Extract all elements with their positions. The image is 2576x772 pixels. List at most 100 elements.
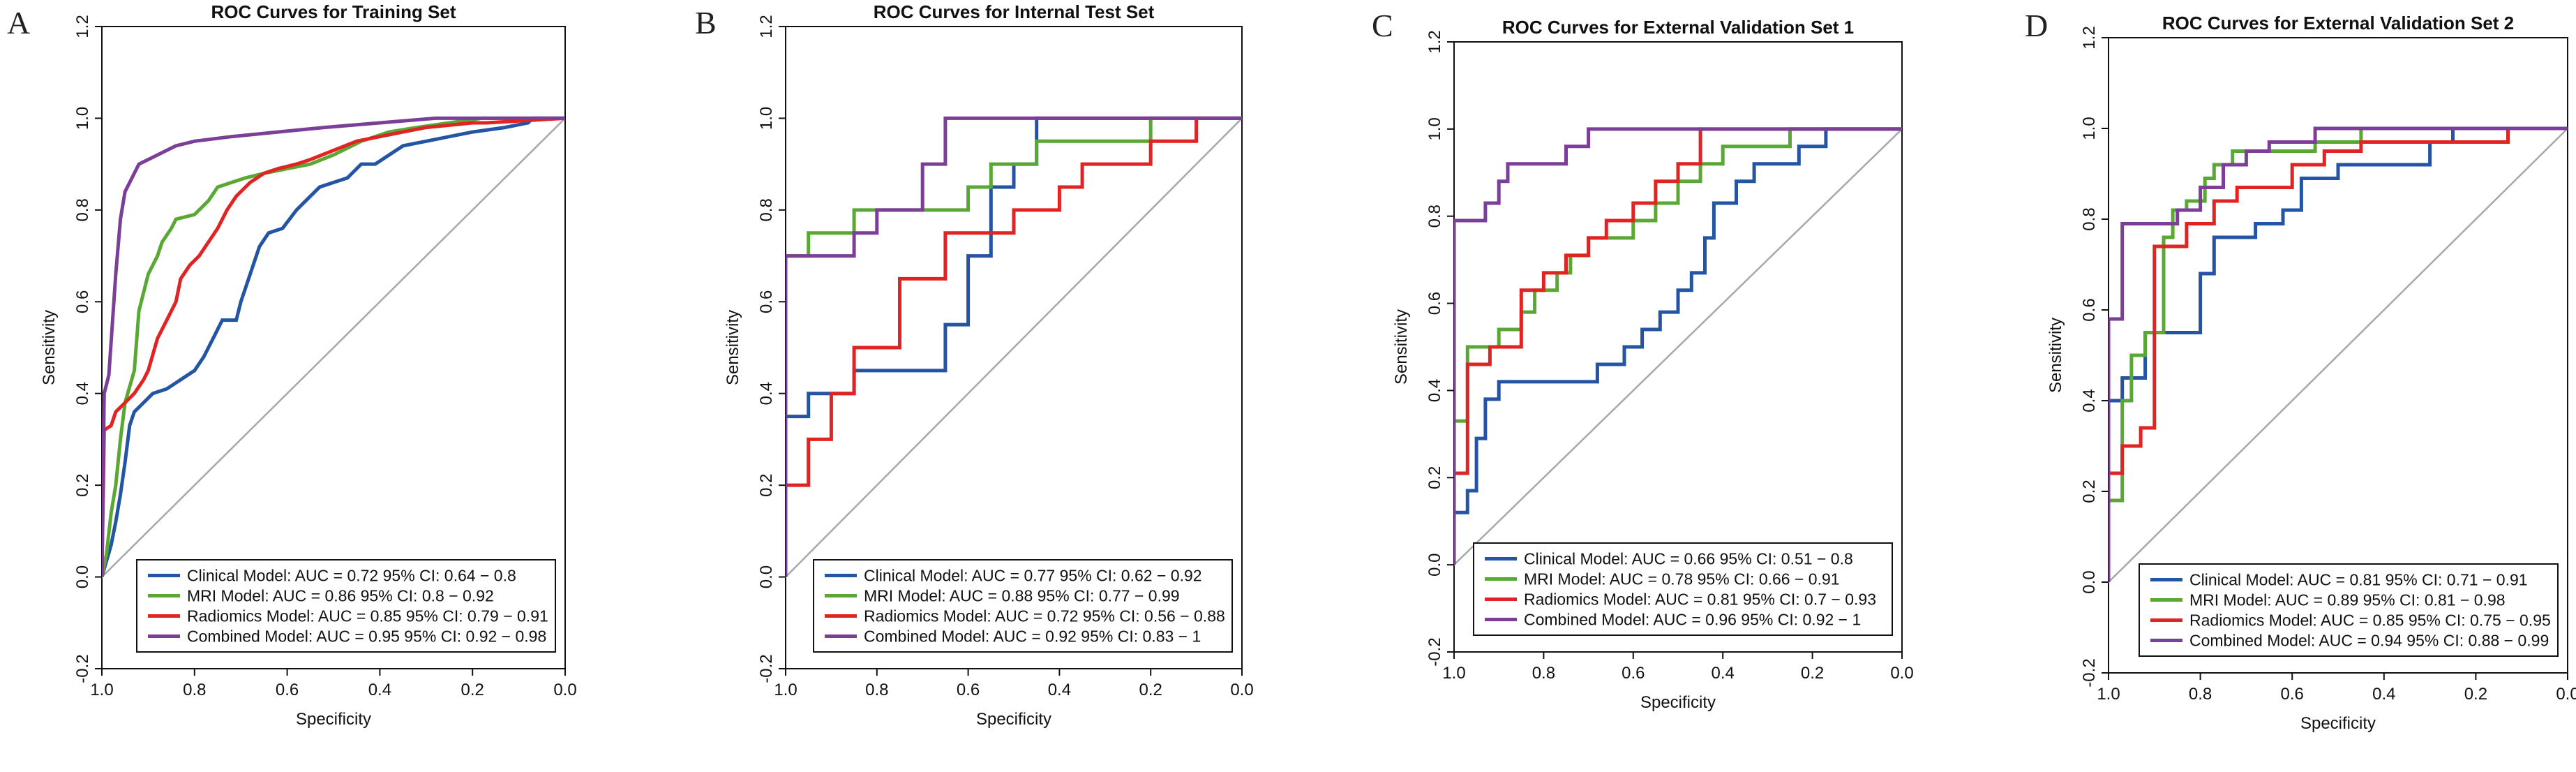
x-tick-label: 0.2 [1801, 664, 1824, 683]
legend-entry: Clinical Model: AUC = 0.77 95% CI: 0.62 … [864, 567, 1202, 585]
x-tick-label: 1.0 [90, 681, 113, 699]
panel-letter: D [2025, 8, 2048, 43]
panel-letter: C [1372, 8, 1393, 43]
legend-entry: MRI Model: AUC = 0.89 95% CI: 0.81 − 0.9… [2189, 591, 2506, 609]
legend: Clinical Model: AUC = 0.72 95% CI: 0.64 … [136, 559, 556, 653]
y-tick-label: -0.2 [757, 654, 776, 683]
x-tick-label: 0.2 [2464, 685, 2487, 704]
plot-border [101, 26, 566, 669]
y-tick-label: -0.2 [2080, 658, 2099, 687]
roc-curve-4 [1454, 127, 1902, 565]
x-tick-label: 1.0 [2097, 685, 2120, 704]
reference-diagonal [102, 117, 565, 579]
y-tick-label: 1.2 [2080, 26, 2099, 49]
chart-title: ROC Curves for Training Set [211, 1, 456, 22]
x-tick-label: 0.0 [2556, 685, 2576, 704]
x-tick-label: 0.8 [2189, 685, 2212, 704]
x-tick-label: 0.2 [461, 681, 484, 699]
x-tick-label: 0.4 [1048, 681, 1071, 699]
legend: Clinical Model: AUC = 0.77 95% CI: 0.62 … [813, 559, 1233, 653]
y-tick-label: 0.0 [757, 565, 776, 588]
x-tick-label: 0.6 [276, 681, 299, 699]
roc-curve-1 [102, 116, 565, 578]
y-tick-label: 0.0 [2080, 570, 2099, 593]
x-axis-label: Specificity [2300, 714, 2376, 733]
legend-box [136, 559, 556, 653]
legend-entry: Clinical Model: AUC = 0.66 95% CI: 0.51 … [1524, 550, 1853, 568]
legend-entry: Combined Model: AUC = 0.94 95% CI: 0.88 … [2189, 632, 2549, 650]
roc-panel-a: A ROC Curves for Training Set 1.0 0.8 0.6 0.4… [7, 1, 577, 729]
x-tick-label: 0.4 [1712, 664, 1735, 683]
y-tick-label: 1.2 [73, 15, 92, 38]
legend-entry: Combined Model: AUC = 0.95 95% CI: 0.92 … [187, 628, 546, 646]
y-axis-label: Sensitivity [1392, 309, 1411, 385]
roc-curve-3 [1454, 127, 1902, 565]
legend-entry: Clinical Model: AUC = 0.81 95% CI: 0.71 … [2189, 571, 2528, 589]
legend-entry: Combined Model: AUC = 0.92 95% CI: 0.83 … [864, 628, 1201, 646]
roc-panel-d: D ROC Curves for External Validation Set … [2025, 8, 2576, 733]
y-tick-label: 0.4 [1425, 379, 1444, 402]
roc-curve-4 [786, 116, 1242, 577]
legend-entry: Radiomics Model: AUC = 0.85 95% CI: 0.75… [2189, 611, 2551, 630]
legend-entry: MRI Model: AUC = 0.88 95% CI: 0.77 − 0.9… [864, 587, 1180, 605]
x-axis-label: Specificity [296, 710, 371, 729]
x-axis-label: Specificity [1640, 693, 1716, 712]
y-tick-label: 0.4 [757, 382, 776, 405]
y-axis-label: Sensitivity [2046, 318, 2065, 393]
roc-curve-3 [2109, 126, 2568, 582]
legend-box [813, 559, 1233, 653]
y-tick-label: -0.2 [73, 654, 92, 683]
x-tick-label: 0.6 [2281, 685, 2304, 704]
x-tick-label: 0.8 [1532, 664, 1555, 683]
x-tick-label: 1.0 [1442, 664, 1465, 683]
reference-diagonal [786, 117, 1242, 579]
y-tick-label: 1.0 [1425, 117, 1444, 140]
y-tick-label: 0.6 [757, 290, 776, 313]
panel-letter: A [7, 5, 30, 40]
roc-panel-b: B ROC Curves for Internal Test Set 1.0 0.8 0… [695, 1, 1254, 729]
roc-curve-1 [1454, 127, 1902, 565]
x-tick-label: 0.6 [957, 681, 980, 699]
x-tick-label: 0.0 [1890, 664, 1913, 683]
legend-entry: MRI Model: AUC = 0.78 95% CI: 0.66 − 0.9… [1524, 570, 1840, 588]
y-tick-label: 0.8 [73, 198, 92, 221]
legend-entry: Combined Model: AUC = 0.96 95% CI: 0.92 … [1524, 611, 1861, 629]
y-tick-label: 0.2 [73, 473, 92, 496]
y-tick-label: 0.6 [1425, 292, 1444, 315]
legend-entry: Radiomics Model: AUC = 0.72 95% CI: 0.56… [864, 607, 1225, 625]
roc-curve-4 [102, 116, 565, 577]
y-tick-label: 0.6 [2080, 298, 2099, 321]
x-tick-label: 0.8 [183, 681, 206, 699]
legend: Clinical Model: AUC = 0.81 95% CI: 0.71 … [2139, 563, 2559, 657]
legend-entry: Clinical Model: AUC = 0.72 95% CI: 0.64 … [187, 567, 516, 585]
chart-title: ROC Curves for Internal Test Set [874, 1, 1155, 22]
y-tick-label: 1.0 [757, 107, 776, 130]
chart-title: ROC Curves for External Validation Set 1 [1502, 17, 1854, 38]
y-tick-label: 0.4 [73, 382, 92, 405]
roc-curve-4 [2109, 126, 2568, 582]
x-tick-label: 0.8 [865, 681, 888, 699]
roc-panel-c: C ROC Curves for External Validation Set … [1372, 8, 1914, 712]
legend-entry: Radiomics Model: AUC = 0.81 95% CI: 0.7 … [1524, 591, 1876, 609]
x-tick-label: 0.4 [368, 681, 391, 699]
roc-curve-3 [786, 116, 1242, 577]
y-tick-label: 0.2 [2080, 480, 2099, 503]
legend-box [1473, 542, 1893, 636]
x-tick-label: 0.6 [1622, 664, 1645, 683]
y-tick-label: 0.0 [73, 565, 92, 588]
y-tick-label: 0.8 [1425, 205, 1444, 228]
y-tick-label: 0.8 [757, 198, 776, 221]
panel-letter: B [695, 5, 717, 40]
x-tick-label: 0.0 [553, 681, 576, 699]
y-tick-label: 1.0 [2080, 117, 2099, 140]
legend-entry: MRI Model: AUC = 0.86 95% CI: 0.8 − 0.92 [187, 587, 494, 605]
x-tick-label: 0.0 [1230, 681, 1253, 699]
roc-curve-3 [102, 116, 565, 577]
x-axis-label: Specificity [976, 710, 1051, 729]
y-tick-label: 1.2 [1425, 30, 1444, 53]
x-tick-label: 0.2 [1139, 681, 1162, 699]
chart-title: ROC Curves for External Validation Set 2 [2162, 13, 2514, 34]
y-tick-label: 0.8 [2080, 207, 2099, 230]
y-tick-label: 0.4 [2080, 389, 2099, 412]
